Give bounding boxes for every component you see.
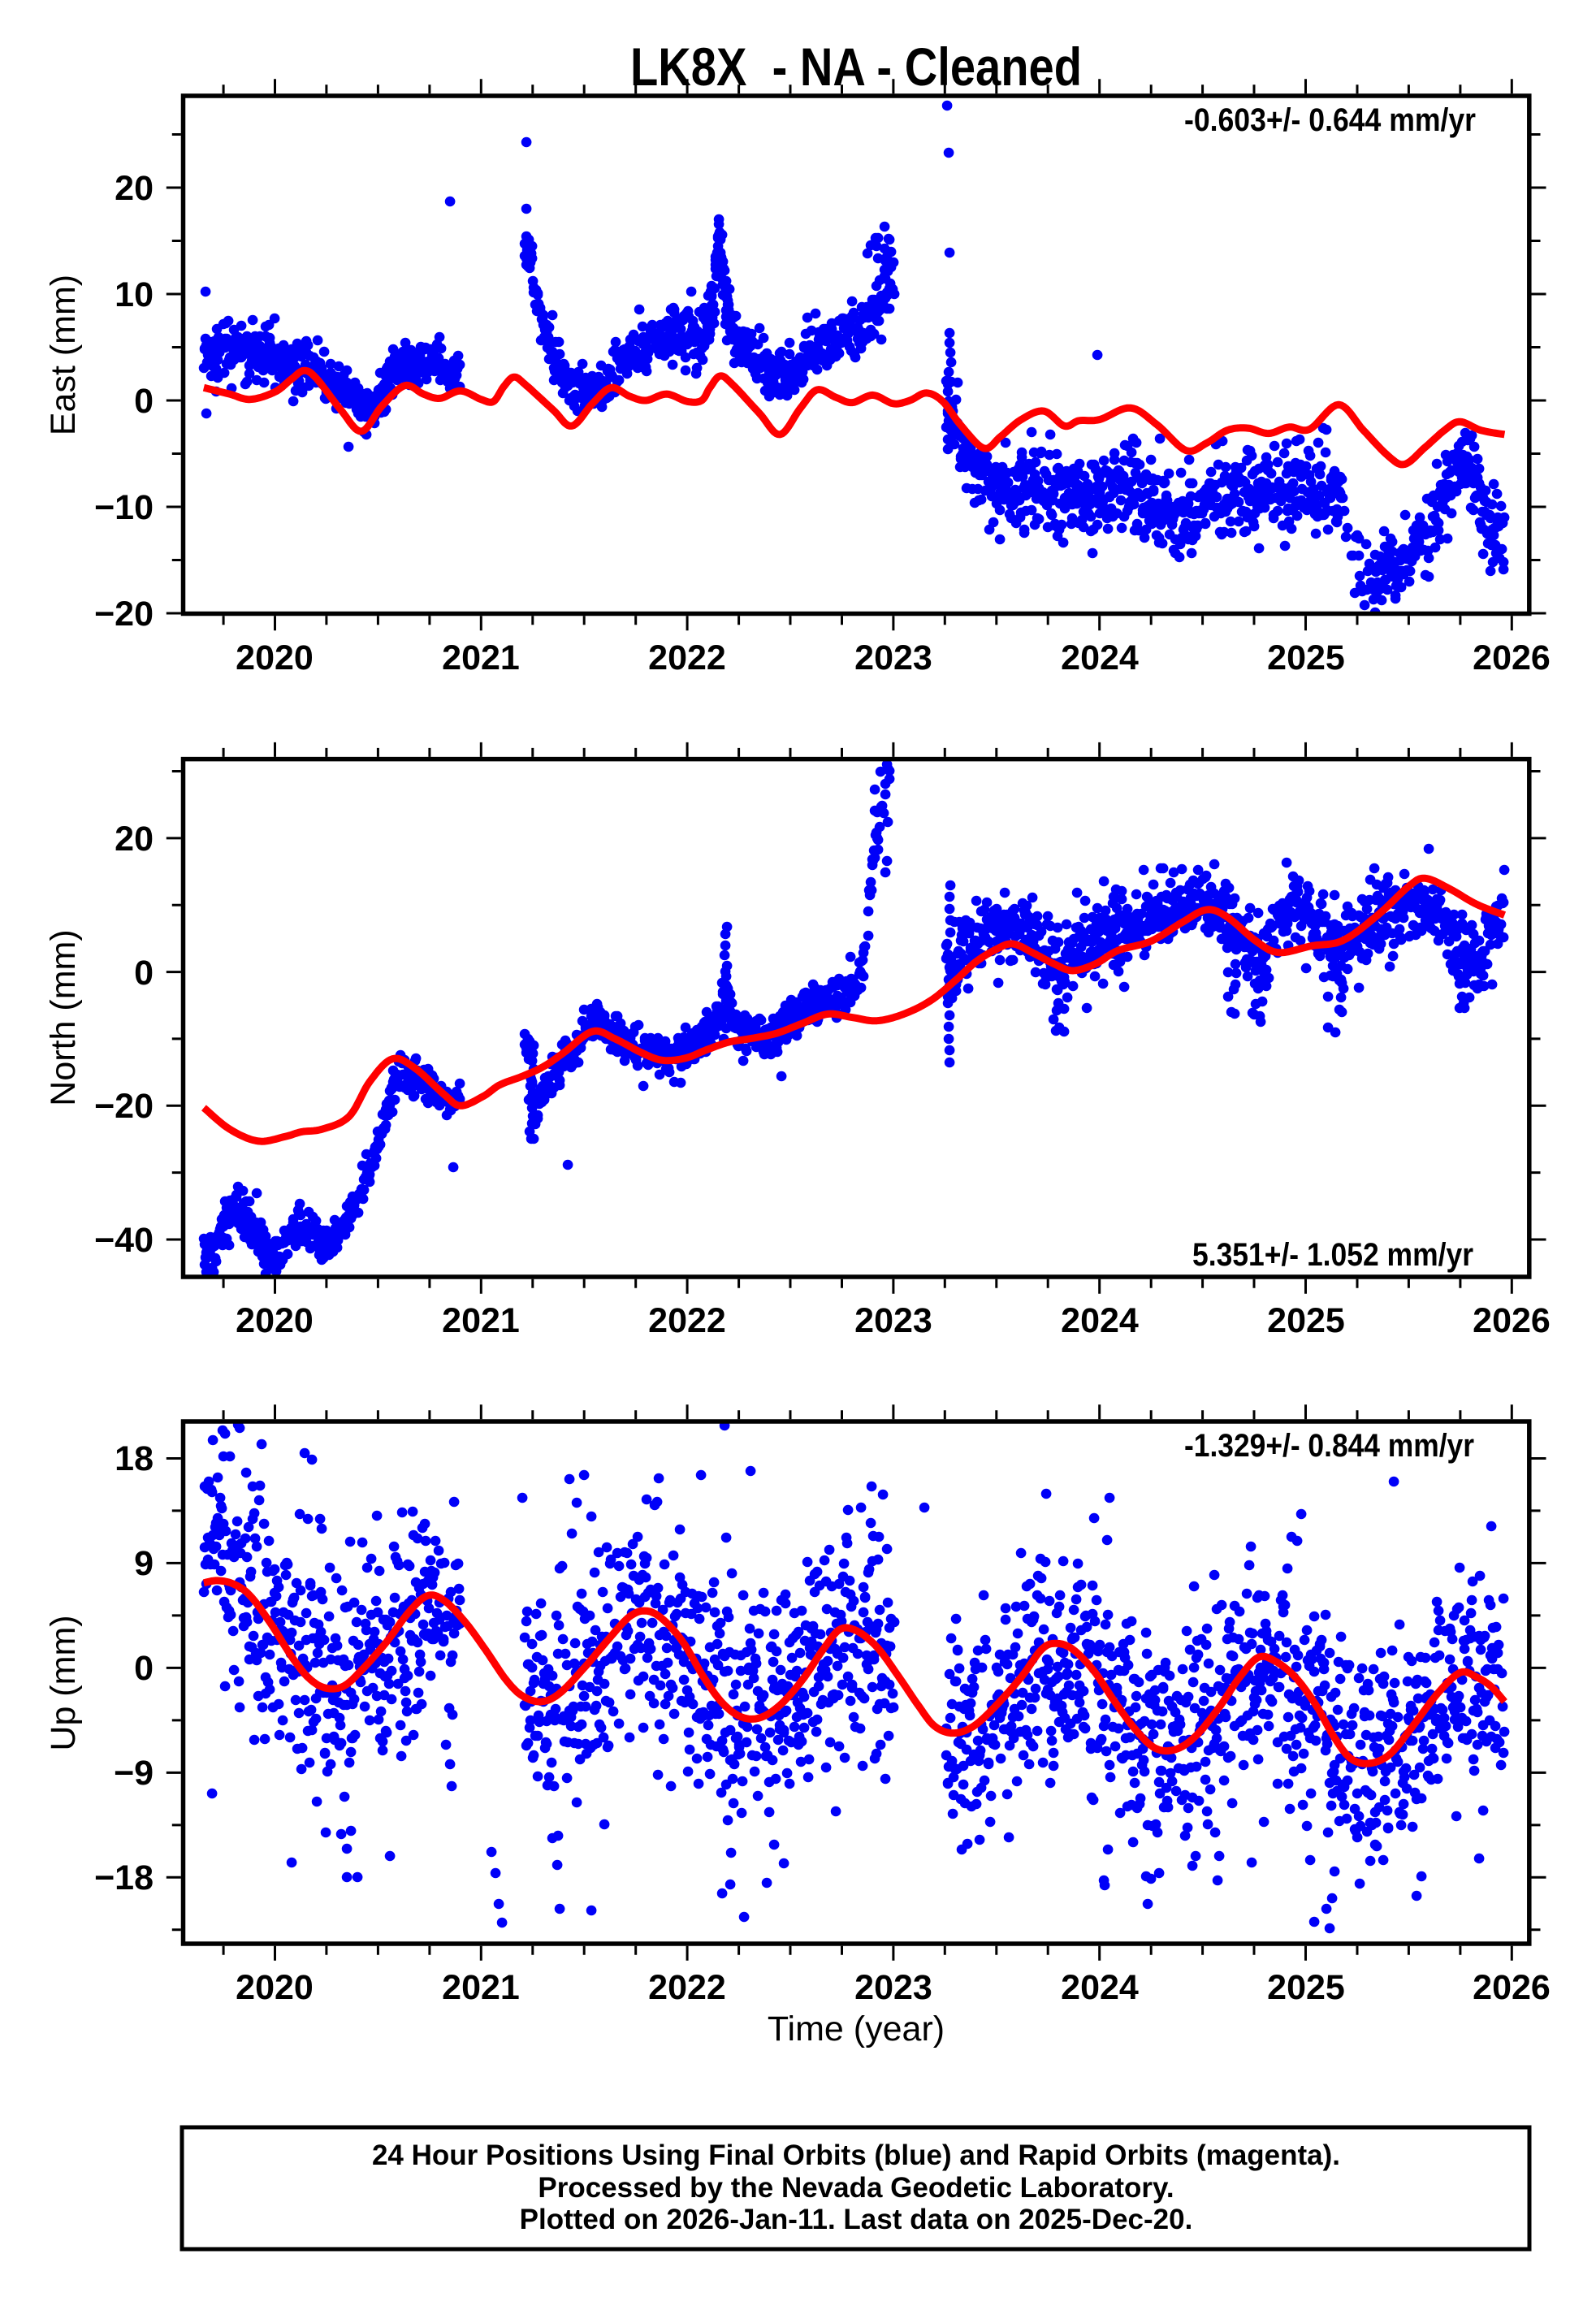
svg-text:5.351+/- 1.052 mm/yr: 5.351+/- 1.052 mm/yr — [1192, 1237, 1473, 1273]
svg-text:2021: 2021 — [442, 638, 520, 677]
svg-text:2026: 2026 — [1473, 1968, 1551, 2007]
svg-text:Processed by the Nevada Geodet: Processed by the Nevada Geodetic Laborat… — [538, 2172, 1174, 2204]
svg-text:2023: 2023 — [854, 1301, 932, 1340]
svg-text:−9: −9 — [114, 1754, 154, 1793]
svg-text:20: 20 — [115, 820, 154, 859]
svg-text:24 Hour Positions Using Final: 24 Hour Positions Using Final Orbits (bl… — [372, 2139, 1340, 2171]
svg-text:2020: 2020 — [236, 1968, 314, 2007]
svg-text:2026: 2026 — [1473, 1301, 1551, 1340]
svg-text:2024: 2024 — [1061, 638, 1139, 677]
svg-text:Time (year): Time (year) — [768, 2010, 945, 2049]
svg-text:2020: 2020 — [236, 638, 314, 677]
svg-text:−18: −18 — [94, 1858, 154, 1897]
svg-text:2020: 2020 — [236, 1301, 314, 1340]
svg-text:−40: −40 — [94, 1221, 154, 1260]
svg-text:2023: 2023 — [854, 638, 932, 677]
svg-text:2024: 2024 — [1061, 1968, 1139, 2007]
svg-text:2023: 2023 — [854, 1968, 932, 2007]
svg-text:18: 18 — [115, 1439, 154, 1478]
svg-text:9: 9 — [134, 1544, 154, 1583]
svg-text:−20: −20 — [94, 1087, 154, 1126]
svg-text:0: 0 — [134, 1649, 154, 1688]
svg-text:2022: 2022 — [648, 1968, 726, 2007]
svg-text:2021: 2021 — [442, 1968, 520, 2007]
svg-text:2021: 2021 — [442, 1301, 520, 1340]
svg-text:Plotted on 2026-Jan-11. Last d: Plotted on 2026-Jan-11. Last data on 202… — [520, 2204, 1193, 2235]
svg-text:2025: 2025 — [1267, 1968, 1345, 2007]
svg-text:-1.329+/- 0.844 mm/yr: -1.329+/- 0.844 mm/yr — [1184, 1428, 1474, 1464]
svg-text:2022: 2022 — [648, 638, 726, 677]
svg-text:North (mm): North (mm) — [44, 929, 83, 1105]
svg-text:2025: 2025 — [1267, 1301, 1345, 1340]
svg-text:10: 10 — [115, 275, 154, 314]
svg-text:2025: 2025 — [1267, 638, 1345, 677]
svg-text:-0.603+/- 0.644 mm/yr: -0.603+/- 0.644 mm/yr — [1184, 102, 1476, 138]
svg-text:Up (mm): Up (mm) — [44, 1615, 83, 1750]
svg-text:2022: 2022 — [648, 1301, 726, 1340]
svg-text:−20: −20 — [94, 595, 154, 634]
svg-text:LK8X - NA - Cleaned: LK8X - NA - Cleaned — [630, 37, 1082, 97]
svg-text:2024: 2024 — [1061, 1301, 1139, 1340]
svg-text:20: 20 — [115, 169, 154, 208]
svg-text:East (mm): East (mm) — [44, 275, 83, 435]
svg-text:2026: 2026 — [1473, 638, 1551, 677]
svg-text:0: 0 — [134, 382, 154, 421]
svg-text:0: 0 — [134, 954, 154, 993]
svg-text:−10: −10 — [94, 488, 154, 527]
